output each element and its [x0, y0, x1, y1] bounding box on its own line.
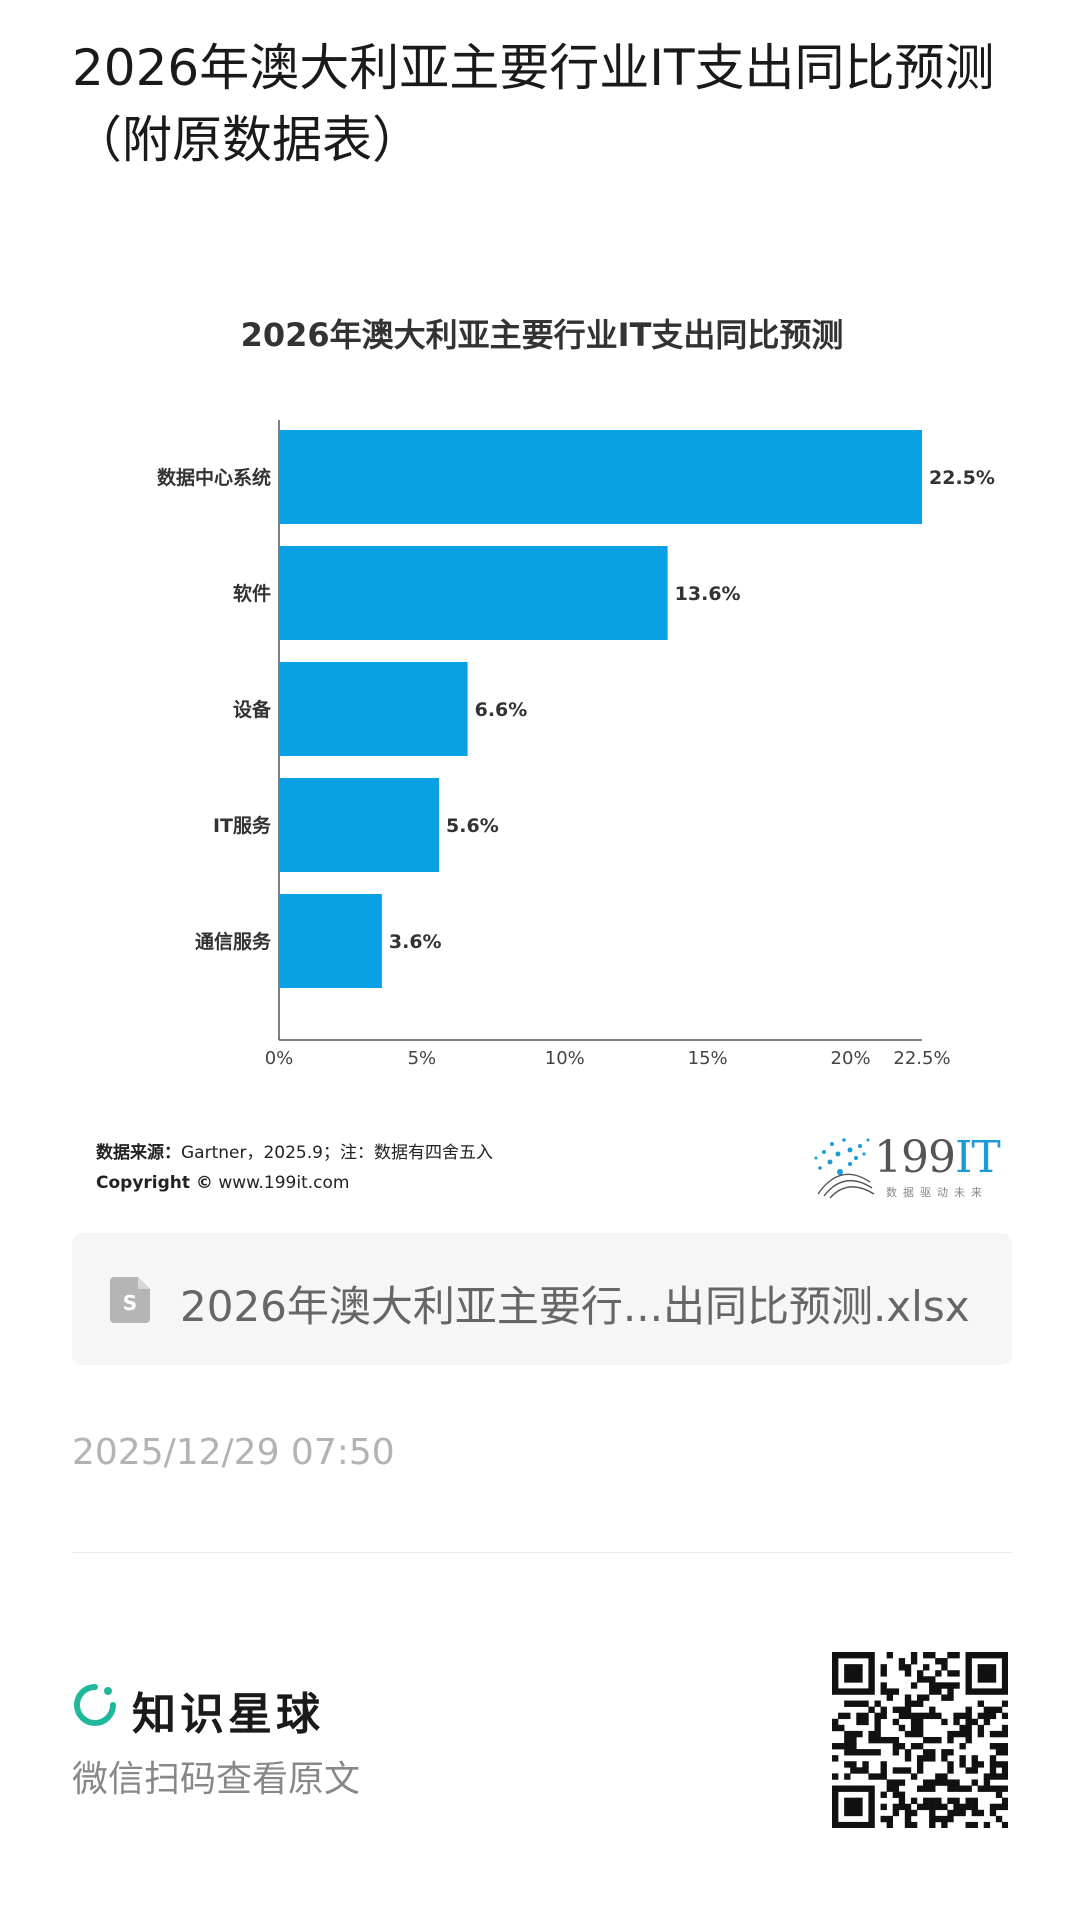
data-label: 22.5%	[929, 467, 995, 489]
logo-199it: 199IT 数据驱动未来	[810, 1128, 1010, 1208]
chart-figure: 2026年澳大利亚主要行业IT支出同比预测 数据中心系统 22.5% 软件 13.6%…	[72, 290, 1012, 1220]
spreadsheet-file-icon: S	[110, 1277, 150, 1323]
logo-it: IT	[954, 1132, 1001, 1183]
x-tick-label: 22.5%	[893, 1048, 950, 1069]
attachment-card[interactable]: S 2026年澳大利亚主要行...出同比预测.xlsx	[72, 1233, 1012, 1365]
logo-number: 199	[874, 1132, 956, 1183]
source-label: 数据来源：	[96, 1143, 181, 1163]
source-block: 数据来源：Gartner，2025.9；注：数据有四舍五入 Copyright …	[96, 1138, 493, 1198]
copyright-label: Copyright ©	[96, 1173, 213, 1193]
data-label: 5.6%	[446, 815, 499, 837]
logo-tagline: 数据驱动未来	[886, 1186, 988, 1199]
x-tick-label: 15%	[688, 1048, 728, 1069]
svg-text:S: S	[123, 1291, 137, 1315]
scan-hint: 微信扫码查看原文	[72, 1759, 361, 1800]
bar	[279, 430, 922, 524]
data-label: 13.6%	[675, 583, 741, 605]
divider	[72, 1552, 1012, 1553]
planet-ring-icon	[74, 1684, 116, 1726]
bar	[279, 546, 668, 640]
footer-brand-name: 知识星球	[132, 1689, 324, 1740]
category-label: 数据中心系统	[157, 466, 271, 489]
qr-code-icon[interactable]	[832, 1652, 1008, 1828]
x-tick-label: 20%	[831, 1048, 871, 1069]
chart-title: 2026年澳大利亚主要行业IT支出同比预测	[240, 316, 844, 354]
page-title: 2026年澳大利亚主要行业IT支出同比预测（附原数据表）	[72, 39, 995, 169]
category-label: IT服务	[213, 814, 272, 837]
category-label: 设备	[233, 698, 272, 721]
publish-timestamp: 2025/12/29 07:50	[72, 1432, 395, 1473]
x-tick-label: 10%	[545, 1048, 585, 1069]
bar-chart: 数据中心系统 22.5% 软件 13.6% 设备 6.6% IT服务 5.6% 通信服务 3.6%…	[157, 420, 995, 1069]
x-tick-label: 0%	[265, 1048, 294, 1069]
source-site: www.199it.com	[218, 1173, 350, 1193]
attachment-file-name: 2026年澳大利亚主要行...出同比预测.xlsx	[180, 1282, 970, 1331]
category-label: 通信服务	[195, 930, 272, 953]
x-tick-label: 5%	[408, 1048, 437, 1069]
data-label: 3.6%	[389, 931, 442, 953]
data-label: 6.6%	[475, 699, 528, 721]
bar	[279, 778, 440, 872]
category-label: 软件	[233, 582, 271, 605]
dandelion-icon	[814, 1138, 875, 1199]
bar	[279, 662, 468, 756]
source-text: Gartner，2025.9；注：数据有四舍五入	[181, 1143, 493, 1163]
bar	[279, 894, 382, 988]
